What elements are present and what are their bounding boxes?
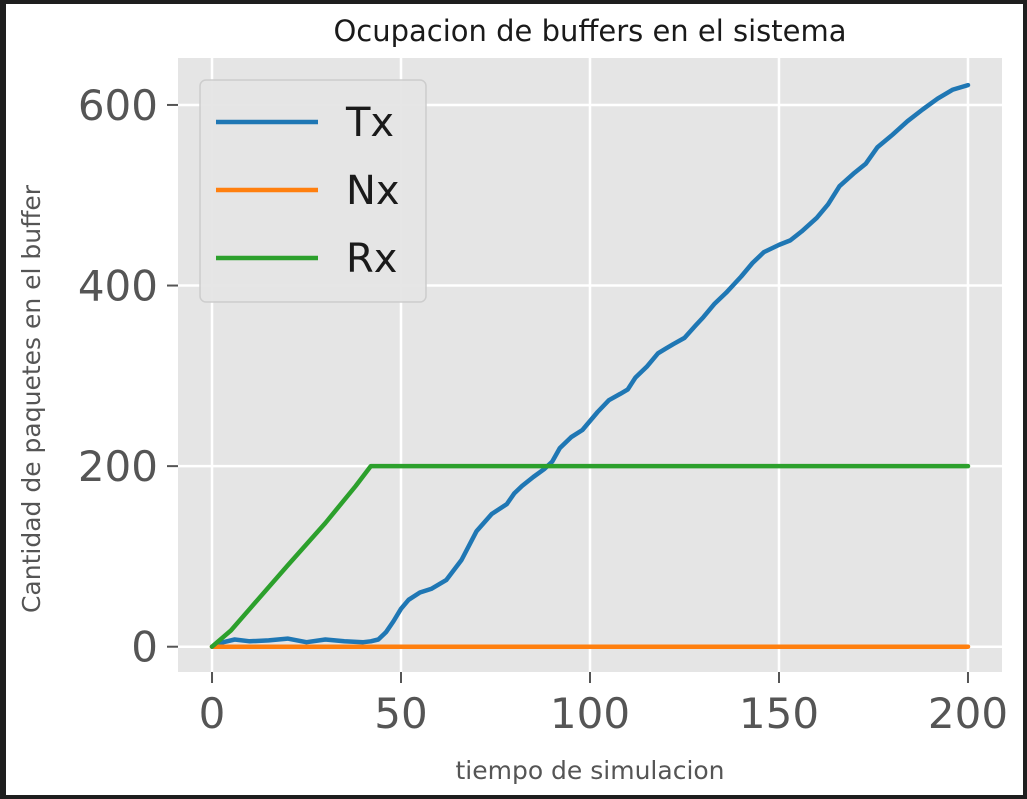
y-axis-label: Cantidad de paquetes en el buffer (17, 184, 46, 613)
line-chart: 0 50 100 150 200 0 200 400 600 Tx Nx Rx Ocupacion … (17, 14, 1008, 785)
legend: Tx Nx Rx (199, 79, 427, 303)
legend-label: Nx (346, 168, 400, 214)
y-tick-label: 0 (131, 623, 158, 672)
x-tick-label: 200 (928, 689, 1008, 738)
chart-title: Ocupacion de buffers en el sistema (333, 14, 846, 48)
series-line-tx (209, 82, 971, 649)
y-tick-label: 600 (78, 81, 158, 130)
series-line-rx (209, 463, 971, 649)
x-tick-label: 100 (550, 689, 630, 738)
x-tick-label: 0 (199, 689, 226, 738)
series-lines (209, 82, 971, 649)
y-tick-label: 400 (78, 262, 158, 311)
legend-label: Tx (345, 100, 394, 146)
x-tick-label: 50 (374, 689, 427, 738)
legend-label: Rx (346, 236, 397, 282)
axis-ticks: 0 50 100 150 200 0 200 400 600 (78, 81, 1008, 738)
chart-frame: 0 50 100 150 200 0 200 400 600 Tx Nx Rx Ocupacion … (6, 4, 1023, 795)
y-tick-label: 200 (78, 442, 158, 491)
x-axis-label: tiempo de simulacion (455, 756, 724, 785)
x-tick-label: 150 (739, 689, 819, 738)
